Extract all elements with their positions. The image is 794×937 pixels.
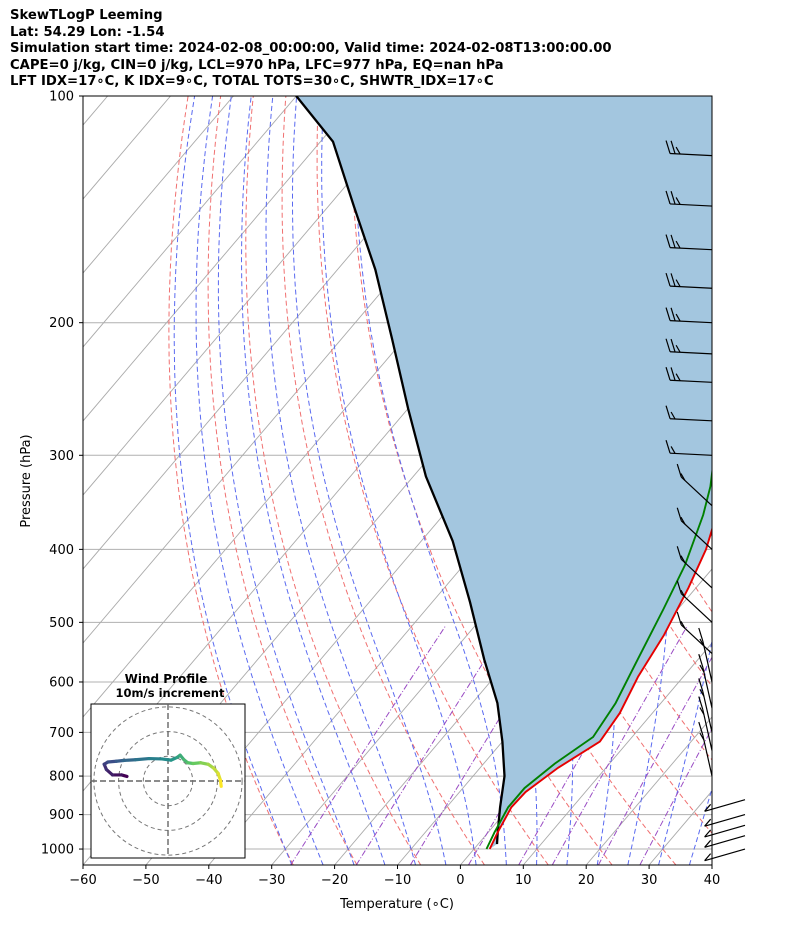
wind-barb — [698, 654, 713, 709]
wind-barb — [698, 678, 713, 733]
dry-adiabat-line — [281, 96, 485, 865]
moist-adiabat-line — [173, 96, 293, 865]
isotherm-line — [711, 864, 712, 865]
stability-indices-line: LFT IDX=17∘C, K IDX=9∘C, TOTAL TOTS=30∘C… — [10, 74, 494, 89]
dry-adiabat-line — [316, 96, 549, 865]
isotherm-line — [775, 96, 794, 865]
dry-adiabat-line — [448, 96, 712, 761]
hodograph-trace — [102, 753, 223, 788]
mixing-ratio-line — [290, 625, 446, 865]
moist-adiabat-line — [265, 96, 416, 865]
y-tick-label: 400 — [49, 543, 74, 558]
cape-fill-region — [296, 96, 712, 849]
wind-barb — [665, 367, 713, 383]
wind-barb — [665, 234, 713, 251]
wind-barb — [676, 546, 713, 589]
dry-adiabat-line — [742, 96, 794, 865]
x-tick-label: −10 — [384, 873, 411, 888]
isotherm-line — [522, 642, 712, 865]
cape-area — [296, 96, 712, 849]
dry-adiabat-line — [245, 96, 422, 865]
wind-barbs — [665, 140, 746, 862]
temperature-line — [488, 526, 712, 850]
moist-adiabat-line — [240, 96, 386, 865]
x-tick-label: 30 — [641, 873, 658, 888]
wind-barb — [704, 799, 746, 812]
mixing-ratio-line — [355, 625, 507, 865]
dewpoint-line — [485, 466, 712, 850]
wind-barb — [676, 580, 713, 623]
x-axis-label: Temperature (∘C) — [339, 897, 454, 912]
wind-barb — [704, 824, 746, 838]
moist-adiabat-line — [354, 96, 507, 865]
y-tick-label: 500 — [49, 616, 74, 631]
wind-barb — [704, 814, 746, 827]
x-tick-label: 10 — [515, 873, 532, 888]
wind-barb — [698, 696, 713, 751]
moist-adiabat-line — [321, 96, 477, 865]
y-tick-label: 100 — [49, 90, 74, 105]
moist-adiabat-line — [217, 96, 355, 865]
x-tick-label: −50 — [132, 873, 159, 888]
inset-subtitle: 10m/s increment — [116, 686, 225, 700]
mixing-ratio-line — [597, 656, 712, 865]
y-tick-label: 700 — [49, 726, 74, 741]
y-tick-label: 200 — [49, 316, 74, 331]
dry-adiabat-line — [207, 96, 358, 865]
y-tick-label: 1000 — [41, 843, 74, 858]
parcel-path-line — [295, 96, 506, 845]
dry-adiabat-line — [775, 96, 794, 865]
x-tick-label: 0 — [456, 873, 464, 888]
dry-adiabat-line — [708, 96, 712, 107]
moist-adiabat-line — [752, 96, 794, 865]
y-tick-label: 900 — [49, 808, 74, 823]
time-line: Simulation start time: 2024-02-08_00:00:… — [10, 41, 612, 56]
isotherm-line — [585, 716, 712, 865]
chart-title: SkewTLogP Leeming — [10, 8, 163, 23]
profile-lines — [295, 96, 712, 850]
x-tick-label: −20 — [321, 873, 348, 888]
mixing-ratio-line — [639, 727, 712, 865]
y-tick-label: 800 — [49, 770, 74, 785]
wind-barb — [665, 190, 713, 207]
y-tick-label: 300 — [49, 449, 74, 464]
parcel-params-line: CAPE=0 j/kg, CIN=0 j/kg, LCL=970 hPa, LF… — [10, 57, 504, 73]
wind-barb — [704, 848, 746, 862]
isotherm-line — [83, 96, 423, 496]
x-tick-label: −40 — [195, 873, 222, 888]
x-tick-label: 40 — [704, 873, 721, 888]
hodograph-inset: Wind Profile 10m/s increment — [90, 672, 246, 859]
y-axis-label: Pressure (hPa) — [19, 434, 34, 527]
wind-barb — [676, 507, 713, 550]
moist-adiabat-line — [195, 96, 324, 865]
isotherm-line — [83, 96, 234, 274]
y-tick-label: 600 — [49, 675, 74, 690]
wind-barb — [665, 140, 713, 157]
moist-adiabat-line — [720, 96, 794, 865]
dry-adiabat-line — [168, 96, 294, 865]
location-line: Lat: 54.29 Lon: -1.54 — [10, 24, 165, 40]
isotherm-line — [83, 96, 360, 422]
wind-barb — [698, 721, 713, 777]
axis-labels: Temperature (∘C) Pressure (hPa) — [19, 434, 454, 912]
mixing-ratio-line — [551, 625, 688, 865]
chart-header: SkewTLogP Leeming Lat: 54.29 Lon: -1.54 … — [10, 8, 612, 91]
plot-axes: −60 −50 −40 −30 −20 −10 0 10 20 30 40 1000 900 800 700… — [41, 90, 720, 889]
x-tick-label: −60 — [69, 873, 96, 888]
wind-barb — [665, 440, 713, 456]
wind-barb — [676, 611, 713, 654]
inset-title: Wind Profile — [125, 672, 208, 686]
wind-barb — [704, 835, 746, 848]
wind-barb — [665, 272, 713, 289]
wind-barb — [676, 463, 713, 507]
wind-barb — [665, 307, 713, 324]
isotherm-line — [83, 96, 297, 348]
wind-barb — [665, 405, 713, 422]
wind-barb — [665, 338, 713, 355]
x-tick-label: 20 — [578, 873, 595, 888]
x-tick-label: −30 — [258, 873, 285, 888]
